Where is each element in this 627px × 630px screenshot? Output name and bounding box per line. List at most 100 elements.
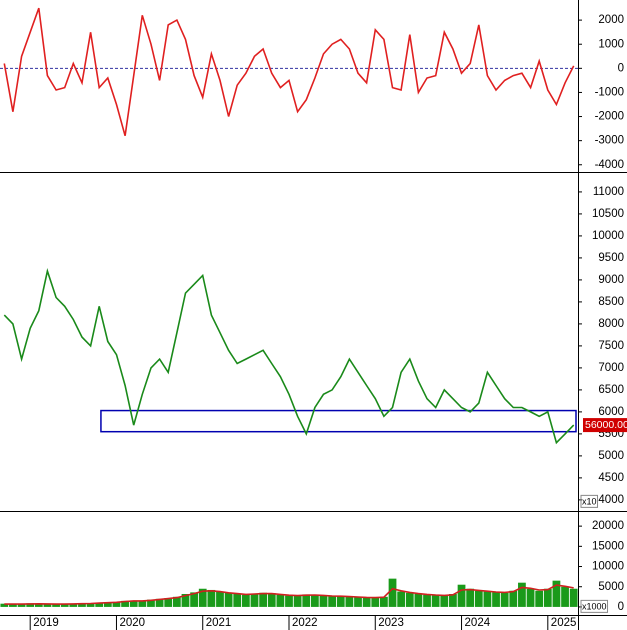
volume-bar	[449, 593, 457, 607]
volume-bar	[224, 592, 233, 607]
series-line	[3, 7, 575, 137]
scale-label: x10	[582, 496, 597, 506]
volume-bar	[112, 602, 121, 607]
y-tick-label: 9500	[598, 252, 624, 264]
volume-bar	[172, 596, 181, 607]
volume-bar	[216, 591, 224, 607]
volume-bar	[431, 595, 440, 607]
y-tick-label: 10000	[592, 230, 624, 242]
y-tick-label: 0	[618, 62, 624, 74]
volume-bar	[17, 604, 26, 607]
y-tick-label: 11000	[593, 186, 624, 198]
y-tick-label: 6500	[598, 384, 624, 396]
volume-bar	[121, 600, 129, 607]
volume-bar	[26, 603, 35, 607]
volume-bar	[354, 597, 362, 607]
volume-bar	[259, 592, 268, 607]
y-tick-label: -1000	[595, 86, 624, 98]
volume-bar	[397, 591, 406, 607]
volume-bar	[164, 598, 173, 607]
volume-bar	[474, 590, 483, 607]
x-tick-label: 2023	[378, 617, 404, 629]
volume-bar	[336, 596, 345, 607]
volume-bar	[293, 596, 302, 607]
volume-bar	[500, 592, 509, 607]
scale-label: x1000	[582, 601, 607, 611]
volume-bar	[509, 590, 518, 607]
volume-bar	[483, 591, 492, 607]
y-tick-label: 8500	[598, 296, 624, 308]
volume-bar	[9, 604, 17, 607]
volume-bar	[138, 601, 147, 607]
support-band	[100, 409, 577, 433]
volume-bar	[543, 588, 552, 607]
y-tick-label: -3000	[595, 135, 624, 147]
volume-bar	[414, 593, 423, 607]
volume-bar	[328, 596, 337, 607]
volume-bar	[518, 582, 526, 607]
y-tick-label: 5000	[598, 450, 624, 462]
volume-bar	[285, 595, 293, 607]
volume-bar	[276, 594, 285, 607]
volume-bar	[561, 586, 569, 607]
y-tick-label: 10000	[592, 561, 624, 573]
price-tag-box	[583, 418, 627, 433]
volume-bar	[423, 594, 431, 607]
volume-bar	[552, 580, 561, 607]
y-tick-label: 3000	[598, 0, 624, 2]
y-tick-label: -4000	[595, 159, 624, 171]
y-tick-label: 9000	[598, 274, 624, 286]
y-tick-label: -2000	[595, 111, 624, 123]
x-tick-label: 2021	[206, 617, 232, 629]
volume-bar	[345, 596, 354, 607]
volume-bar	[466, 588, 475, 607]
volume-bar	[95, 602, 104, 607]
volume-bar	[69, 603, 78, 607]
y-tick-label: 6000	[598, 406, 624, 418]
x-tick-label: 2019	[33, 617, 59, 629]
volume-bar	[60, 604, 69, 607]
volume-bar	[302, 594, 311, 607]
volume-bar	[371, 598, 380, 607]
volume-bar	[362, 597, 371, 607]
y-tick-label: 20000	[592, 520, 624, 532]
volume-bar	[198, 588, 207, 607]
y-tick-label: 7000	[598, 362, 624, 374]
volume-bar	[129, 600, 138, 607]
scale-label-box	[580, 494, 599, 508]
volume-bar	[0, 603, 9, 607]
volume-bar	[535, 590, 544, 607]
y-tick-label: 10500	[592, 208, 624, 220]
y-tick-label: 4500	[598, 472, 624, 484]
volume-bar	[190, 592, 198, 607]
x-tick-label: 2020	[119, 617, 145, 629]
volume-bar	[181, 593, 190, 607]
volume-bar	[241, 594, 250, 607]
volume-bar	[267, 593, 276, 607]
series-line	[4, 584, 574, 605]
volume-bar	[103, 602, 112, 607]
volume-bar	[440, 595, 449, 607]
volume-bar	[43, 604, 52, 607]
price-tag: 56000.00	[585, 419, 627, 431]
x-tick-label: 2025	[551, 617, 577, 629]
volume-bar	[78, 603, 86, 607]
y-tick-label: 5000	[598, 581, 624, 593]
y-tick-label: 0	[618, 601, 624, 613]
volume-bar	[34, 603, 43, 607]
volume-bar	[388, 578, 397, 607]
volume-bar	[319, 595, 328, 607]
y-tick-label: 4000	[598, 494, 624, 506]
y-tick-label: 15000	[592, 540, 624, 552]
series-line	[3, 268, 575, 445]
volume-bar	[380, 596, 388, 607]
x-tick-label: 2022	[292, 617, 318, 629]
y-tick-label: 7500	[598, 340, 624, 352]
x-tick-label: 2024	[465, 617, 491, 629]
volume-bar	[526, 588, 535, 607]
volume-bar	[233, 593, 242, 607]
volume-bar	[86, 603, 95, 607]
volume-bar	[52, 604, 60, 607]
